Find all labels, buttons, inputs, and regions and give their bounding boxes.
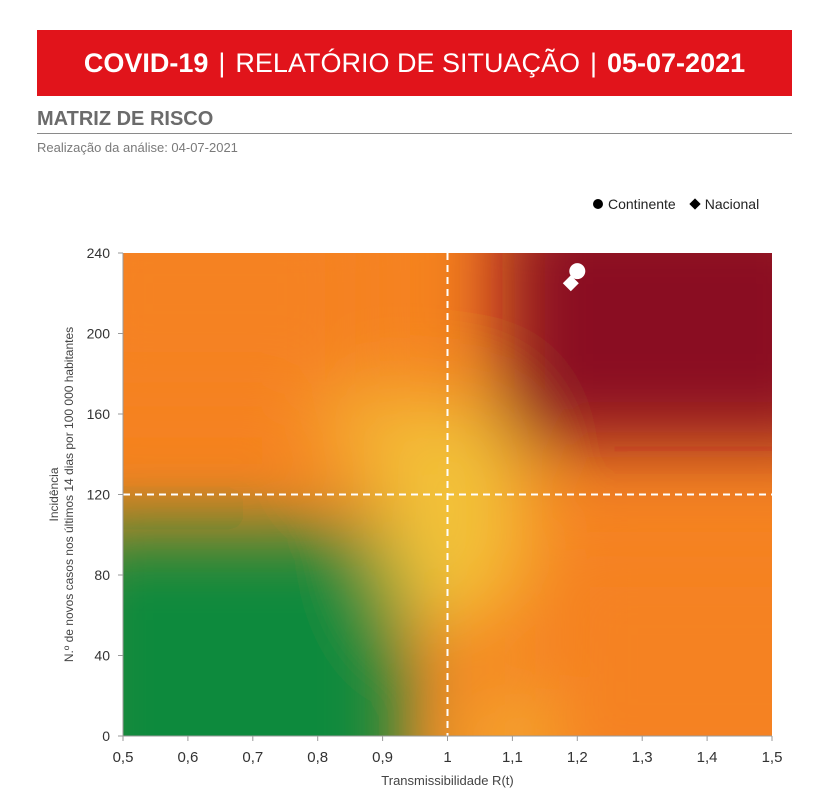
header-title-covid: COVID-19	[83, 47, 209, 78]
y-tick-label: 200	[87, 326, 111, 342]
legend-item-continente: Continente	[593, 196, 676, 212]
section-title: MATRIZ DE RISCO	[37, 108, 214, 130]
chart-legend: Continente Nacional	[593, 196, 773, 212]
point-continente	[569, 263, 586, 280]
header-separator-2: |	[589, 47, 597, 78]
header-report-date: 05-07-2021	[607, 47, 746, 78]
header-title-report: RELATÓRIO DE SITUAÇÃO	[235, 47, 580, 78]
x-tick-label: 0,9	[372, 749, 393, 766]
x-axis-title: Transmissibilidade R(t)	[381, 773, 513, 788]
x-tick-label: 0,6	[177, 749, 198, 766]
y-tick-label: 240	[87, 245, 111, 261]
y-tick-label: 120	[87, 487, 111, 503]
upper-left-zone	[123, 253, 368, 395]
y-axis-title: Incidência	[47, 467, 61, 521]
lower-right-zone	[547, 544, 772, 736]
legend-item-nacional: Nacional	[689, 196, 760, 212]
heatmap-blend	[123, 253, 772, 736]
y-tick-label: 80	[94, 567, 110, 583]
section-divider	[37, 133, 792, 134]
transition-zone-lower	[457, 696, 558, 736]
x-tick-label: 1,3	[632, 749, 653, 766]
x-tick-label: 1,1	[502, 749, 523, 766]
low-risk-zone	[123, 529, 408, 736]
threshold-lines	[123, 253, 772, 736]
x-tick-label: 1,2	[567, 749, 588, 766]
x-tick-label: 1	[443, 749, 451, 766]
report-header-banner: COVID-19 | RELATÓRIO DE SITUAÇÃO | 05-07…	[37, 30, 792, 96]
point-nacional	[562, 275, 579, 292]
y-axis-subtitle: N.º de novos casos nos últimos 14 dias p…	[62, 327, 76, 662]
analysis-date: Realização da análise: 04-07-2021	[37, 140, 238, 155]
x-tick-label: 0,5	[113, 749, 134, 766]
x-tick-label: 1,5	[762, 749, 783, 766]
x-tick-label: 0,8	[307, 749, 328, 766]
header-separator-1: |	[218, 47, 226, 78]
transition-zone-upper	[317, 384, 438, 485]
y-tick-label: 0	[102, 728, 110, 744]
risk-heatmap-background	[123, 253, 772, 736]
legend-label-continente: Continente	[608, 196, 676, 212]
y-tick-label: 40	[94, 648, 110, 664]
data-points	[562, 263, 586, 292]
circle-marker-icon	[593, 199, 603, 209]
legend-label-nacional: Nacional	[704, 196, 760, 212]
chart-axes: 0,5 0,6 0,7 0,8 0,9 1 1,1 1,2 1,3 1,4 1,5 0 40 80 120 1…	[47, 245, 782, 788]
x-tick-label: 1,4	[697, 749, 718, 766]
y-tick-label: 160	[87, 406, 111, 422]
high-risk-zone	[502, 253, 772, 445]
x-tick-label: 0,7	[242, 749, 263, 766]
